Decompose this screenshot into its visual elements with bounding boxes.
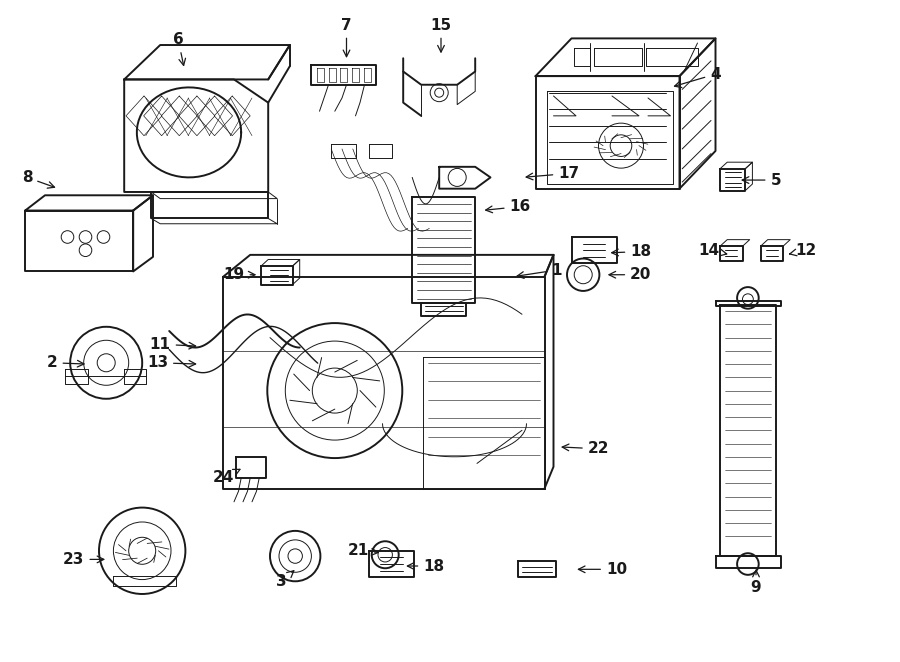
Circle shape (267, 323, 402, 458)
Text: 10: 10 (579, 562, 627, 577)
Text: 13: 13 (147, 355, 195, 370)
Text: 6: 6 (173, 32, 185, 66)
Circle shape (270, 531, 320, 581)
Text: 12: 12 (789, 243, 817, 258)
Text: 23: 23 (63, 552, 104, 567)
Text: 16: 16 (486, 199, 531, 214)
Text: 18: 18 (612, 244, 652, 259)
Text: 3: 3 (276, 571, 293, 589)
Circle shape (372, 542, 399, 568)
Text: 19: 19 (223, 267, 255, 282)
Text: 1: 1 (518, 263, 562, 278)
Text: 17: 17 (526, 166, 580, 181)
Text: 15: 15 (430, 18, 452, 52)
Circle shape (567, 259, 599, 291)
Text: 7: 7 (341, 18, 352, 57)
Circle shape (598, 123, 644, 168)
Text: 18: 18 (408, 559, 445, 573)
Text: 4: 4 (674, 67, 721, 87)
Text: 21: 21 (347, 544, 378, 558)
Circle shape (99, 508, 185, 594)
Text: 2: 2 (47, 355, 84, 370)
Text: 24: 24 (212, 469, 240, 485)
Text: 8: 8 (22, 170, 55, 188)
Text: 11: 11 (149, 337, 195, 352)
Text: 14: 14 (698, 243, 726, 258)
Text: 22: 22 (562, 442, 609, 456)
Circle shape (70, 327, 142, 399)
Text: 9: 9 (751, 570, 761, 595)
Text: 5: 5 (742, 173, 781, 187)
Text: 20: 20 (609, 267, 652, 282)
